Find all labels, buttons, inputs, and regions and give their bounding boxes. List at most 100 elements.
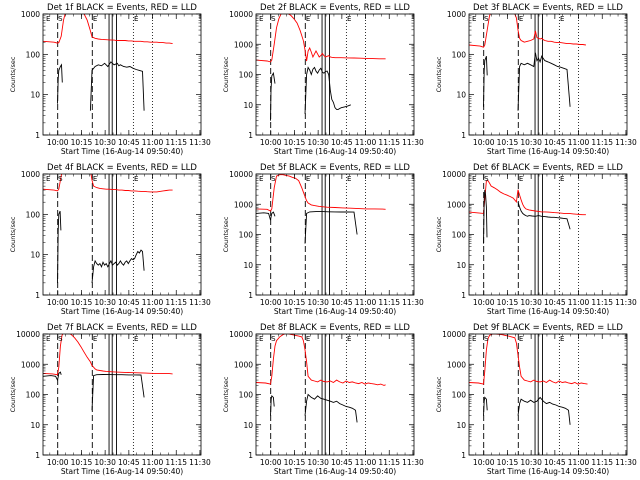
x-tick-label: 11:00 <box>568 298 590 307</box>
marker-lines <box>270 334 366 455</box>
corner-marker-label: S <box>484 15 489 23</box>
x-tick-label: 10:45 <box>331 298 353 307</box>
corner-marker-label: S <box>484 335 489 343</box>
x-tick-label: 10:15 <box>71 138 93 147</box>
x-tick-label: 11:30 <box>402 458 424 467</box>
x-tick-label: 10:30 <box>307 138 329 147</box>
y-axis-label: Counts/sec <box>9 216 17 252</box>
x-tick-label: 10:15 <box>284 138 306 147</box>
x-tick-label: 10:00 <box>473 458 495 467</box>
corner-marker-label: E <box>472 15 476 23</box>
x-axis-label: Start Time (16-Aug-14 09:50:40) <box>487 307 609 316</box>
x-tick-label: 10:45 <box>118 458 140 467</box>
series-group <box>43 334 173 411</box>
x-tick-label: 10:30 <box>94 298 116 307</box>
y-tick-label: 1 <box>248 451 253 460</box>
y-tick-label: 1 <box>461 291 466 300</box>
x-axis-label: Start Time (16-Aug-14 09:50:40) <box>274 307 396 316</box>
corner-marker-label: S <box>58 335 63 343</box>
plot-frame <box>42 333 202 456</box>
y-axis-label: Counts/sec <box>435 376 443 412</box>
y-tick-label: 10 <box>30 91 40 100</box>
x-tick-label: 11:15 <box>165 458 187 467</box>
events-series-line <box>304 66 351 114</box>
panel-7: Det 7f BLACK = Events, RED = LLD 1 10 100 10… <box>9 323 211 476</box>
events-series-line <box>517 396 571 425</box>
x-tick-label: 10:15 <box>497 298 519 307</box>
y-tick-label: 10000 <box>229 330 253 339</box>
events-series-line <box>483 56 488 107</box>
lld-series-line <box>43 174 173 193</box>
events-series-line <box>91 374 145 411</box>
x-tick-label: 10:30 <box>307 298 329 307</box>
y-axis-label: Counts/sec <box>435 216 443 252</box>
x-tick-label: 10:45 <box>331 458 353 467</box>
x-tick-label: 11:00 <box>355 458 377 467</box>
panel-title: Det 8f BLACK = Events, RED = LLD <box>260 323 410 333</box>
events-series-line <box>270 71 276 121</box>
corner-marker-label: S <box>484 175 489 183</box>
x-tick-label: 10:15 <box>284 458 306 467</box>
x-axis-label: Start Time (16-Aug-14 09:50:40) <box>487 467 609 476</box>
y-tick-label: 10000 <box>229 10 253 19</box>
x-tick-label: 10:00 <box>47 458 69 467</box>
x-tick-label: 11:15 <box>165 138 187 147</box>
y-axis-label: Counts/sec <box>222 376 230 412</box>
x-tick-label: 11:00 <box>355 298 377 307</box>
y-tick-label: 10 <box>243 261 253 270</box>
y-tick-label: 1 <box>35 291 40 300</box>
y-tick-label: 100 <box>239 391 254 400</box>
corner-marker-label: E <box>134 175 138 183</box>
x-tick-label: 10:00 <box>47 138 69 147</box>
corner-marker-label: E <box>259 175 263 183</box>
panel-title: Det 7f BLACK = Events, RED = LLD <box>47 323 197 333</box>
x-tick-label: 11:00 <box>355 138 377 147</box>
corner-marker-label: S <box>58 15 63 23</box>
x-tick-label: 10:45 <box>118 138 140 147</box>
y-tick-label: 10000 <box>442 330 466 339</box>
panel-title: Det 9f BLACK = Events, RED = LLD <box>473 323 623 333</box>
lld-series-line <box>469 14 586 48</box>
series-group <box>469 334 588 425</box>
x-tick-label: 10:30 <box>94 138 116 147</box>
events-series-line <box>483 396 488 416</box>
corner-marker-label: E <box>560 175 564 183</box>
corner-marker-label: E <box>306 175 310 183</box>
corner-marker-label: S <box>271 175 276 183</box>
x-tick-label: 10:45 <box>544 138 566 147</box>
series-group <box>469 180 586 244</box>
marker-lines <box>57 174 153 295</box>
panel-1: Det 1f BLACK = Events, RED = LLD 1 10 100 10… <box>9 3 211 156</box>
x-tick-label: 11:00 <box>142 298 164 307</box>
x-tick-label: 11:15 <box>591 458 613 467</box>
y-tick-label: 1 <box>461 451 466 460</box>
y-tick-label: 10 <box>243 101 253 110</box>
y-tick-label: 10000 <box>229 170 253 179</box>
corner-marker-label: S <box>271 335 276 343</box>
y-tick-label: 10 <box>456 261 466 270</box>
corner-marker-label: E <box>259 15 263 23</box>
lld-series-line <box>469 334 588 385</box>
x-axis-label: Start Time (16-Aug-14 09:50:40) <box>274 467 396 476</box>
y-tick-label: 100 <box>239 71 254 80</box>
corner-marker-label: E <box>519 335 523 343</box>
events-series-line <box>91 249 145 283</box>
x-tick-label: 11:00 <box>142 138 164 147</box>
events-series-line <box>304 211 358 244</box>
x-tick-label: 10:30 <box>520 458 542 467</box>
x-tick-label: 10:00 <box>473 298 495 307</box>
y-axis-label: Counts/sec <box>222 216 230 252</box>
y-tick-label: 1 <box>35 131 40 140</box>
y-tick-label: 10 <box>456 91 466 100</box>
events-series-line <box>43 371 62 382</box>
plot-frame <box>255 173 415 296</box>
x-tick-label: 10:45 <box>544 458 566 467</box>
corner-marker-label: E <box>472 175 476 183</box>
x-tick-label: 11:15 <box>591 138 613 147</box>
x-tick-label: 11:30 <box>402 298 424 307</box>
y-axis-label: Counts/sec <box>9 376 17 412</box>
marker-lines <box>270 174 366 295</box>
x-tick-label: 10:00 <box>260 138 282 147</box>
x-tick-label: 10:30 <box>94 458 116 467</box>
